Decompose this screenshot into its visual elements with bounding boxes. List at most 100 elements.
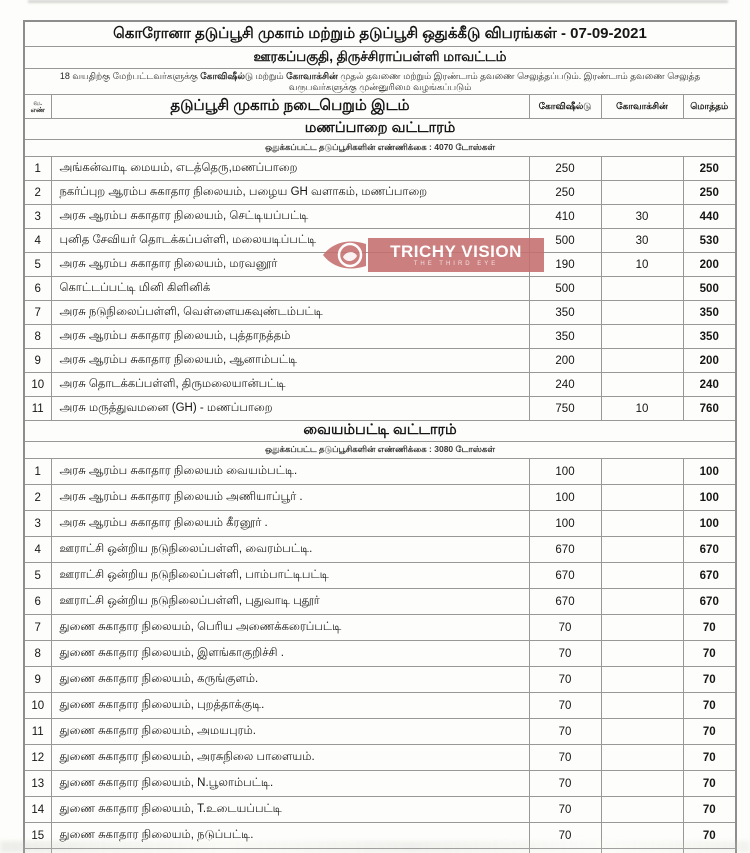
serial-cell: 6 [23,276,52,301]
location-cell: அரசு ஆரம்ப சுகாதார நிலையம், மரவனூர் [50,252,530,277]
covaxin-cell [600,510,684,537]
location-cell: ஊராட்சி ஒன்றிய நடுநிலைப்பள்ளி, வைரம்பட்ட… [50,536,530,563]
covaxin-cell [600,348,684,373]
covishield-cell: 500 [528,276,602,301]
col-header-total: மொத்தம் [682,94,737,119]
total-cell: 760 [682,396,737,421]
covaxin-cell: 10 [600,396,684,421]
table-row: 8 துணை சுகாதார நிலையம், இளங்காகுறிச்சி .7… [23,640,737,667]
location-cell: அரசு ஆரம்ப சுகாதார நிலையம் அணியாப்பூர் . [50,484,530,511]
serial-cell: 1 [23,156,52,181]
total-cell: 440 [682,204,737,229]
covishield-cell: 70 [528,848,602,853]
serial-cell: 3 [23,204,52,229]
covishield-cell: 670 [528,562,602,589]
covaxin-cell: 30 [600,204,684,229]
covishield-cell: 70 [528,640,602,667]
total-cell: 200 [682,348,737,373]
location-cell: புனித சேவியர் தொடக்கப்பள்ளி, மலையடிப்பட்… [50,228,530,253]
table-row: 3 அரசு ஆரம்ப சுகாதார நிலையம், செட்டியப்பட… [23,204,737,229]
total-cell: 70 [682,770,737,797]
total-cell: 70 [682,614,737,641]
location-cell: துணை சுகாதார நிலையம், N.பூலாம்பட்டி. [50,770,530,797]
covishield-cell: 670 [528,536,602,563]
table-row: 4 புனித சேவியர் தொடக்கப்பள்ளி, மலையடிப்பட… [23,228,737,253]
covishield-cell: 350 [528,300,602,325]
location-cell: துணை சுகாதார நிலையம், அமயபுரம். [50,718,530,745]
covaxin-cell [600,324,684,349]
table-row: 5 அரசு ஆரம்ப சுகாதார நிலையம், மரவனூர் 190 1… [23,252,737,277]
table-row: 10 அரசு தொடக்கப்பள்ளி, திருமலையான்பட்டி 24… [23,372,737,397]
location-cell: அரசு மருத்துவமனை (GH) - மணப்பாறை [50,396,530,421]
covaxin-cell [600,614,684,641]
covishield-cell: 70 [528,666,602,693]
covishield-cell: 200 [528,348,602,373]
covishield-cell: 250 [528,156,602,181]
covaxin-cell [600,796,684,823]
table-row: 14 துணை சுகாதார நிலையம், T.உடையப்பட்டி 70 7… [23,796,737,823]
section-header: வையம்பட்டி வட்டாரம் [23,420,737,442]
covaxin-cell [600,666,684,693]
col-header-covishield: கோவிஷீல்டு [528,94,602,119]
table-row: 7 துணை சுகாதார நிலையம், பெரிய அணைக்கரைப்ப… [23,614,737,641]
table-row: 9 துணை சுகாதார நிலையம், கருங்குளம். 70 70 [23,666,737,693]
serial-cell: 2 [23,484,52,511]
document-subtitle: ஊரகப்பகுதி, திருச்சிராப்பள்ளி மாவட்டம் [23,46,737,69]
serial-cell: 10 [23,372,52,397]
serial-cell: 3 [23,510,52,537]
col-header-covaxin: கோவாக்சின் [600,94,684,119]
table-row: 6 ஊராட்சி ஒன்றிய நடுநிலைப்பள்ளி, புதுவாடி… [23,588,737,615]
note-text: முதல் தவணை மற்றும் இரண்டாம் தவணை செலுத்த… [288,71,701,92]
table-row: 7 அரசு நடுநிலைப்பள்ளி, வெள்ளையகவுண்டம்பட்… [23,300,737,325]
covaxin-cell: 30 [600,228,684,253]
covishield-cell: 350 [528,324,602,349]
total-cell: 100 [682,510,737,537]
table-row: 11 துணை சுகாதார நிலையம், அமயபுரம். 70 70 [23,718,737,745]
serial-cell: 2 [23,180,52,205]
covishield-cell: 750 [528,396,602,421]
covishield-cell: 70 [528,770,602,797]
covishield-cell: 70 [528,744,602,771]
table-row: 10 துணை சுகாதார நிலையம், புறத்தாக்குடி. 70… [23,692,737,719]
total-cell: 100 [682,458,737,485]
covishield-cell: 100 [528,510,602,537]
covaxin-cell [600,744,684,771]
covaxin-cell [600,770,684,797]
covaxin-cell [600,180,684,205]
location-cell: துணை சுகாதார நிலையம், நடுப்பட்டி. [50,822,530,849]
covishield-cell: 100 [528,458,602,485]
col-header-serial-line1: வ. [33,99,43,107]
location-cell: ஊராட்சி ஒன்றிய நடுநிலைப்பள்ளி, பாம்பாட்ட… [50,562,530,589]
total-cell: 530 [682,228,737,253]
total-cell: 240 [682,372,737,397]
location-cell: துணை சுகாதார நிலையம், இளங்காகுறிச்சி . [50,640,530,667]
note-covaxin: கோவாக்சின் [286,71,338,81]
covaxin-cell [600,718,684,745]
covaxin-cell [600,588,684,615]
total-cell: 670 [682,536,737,563]
total-cell: 250 [682,156,737,181]
serial-cell: 13 [23,770,52,797]
covaxin-cell [600,300,684,325]
serial-cell: 10 [23,692,52,719]
serial-cell: 4 [23,228,52,253]
covaxin-cell [600,848,684,853]
serial-cell: 7 [23,300,52,325]
serial-cell: 16 [23,848,52,853]
covaxin-cell [600,276,684,301]
covaxin-cell: 10 [600,252,684,277]
total-cell: 70 [682,744,737,771]
vaccine-table-body: கொரோனா தடுப்பூசி முகாம் மற்றும் தடுப்பூச… [23,20,737,853]
table-row: 11 அரசு மருத்துவமனை (GH) - மணப்பாறை 750 10 7… [23,396,737,421]
table-row: 5 ஊராட்சி ஒன்றிய நடுநிலைப்பள்ளி, பாம்பாட்… [23,562,737,589]
covaxin-cell [600,536,684,563]
total-cell: 70 [682,640,737,667]
section-allocation-note: ஒதுக்கப்பட்ட தடுப்பூசிகளின் எண்ணிக்கை : … [23,139,737,157]
serial-cell: 12 [23,744,52,771]
col-header-serial-line2: எண் [30,106,45,114]
covishield-cell: 240 [528,372,602,397]
location-cell: அரசு ஆரம்ப சுகாதார நிலையம் வையம்பட்டி. [50,458,530,485]
covishield-cell: 70 [528,796,602,823]
location-cell: அரசு ஆரம்ப சுகாதார நிலையம், செட்டியப்பட்… [50,204,530,229]
